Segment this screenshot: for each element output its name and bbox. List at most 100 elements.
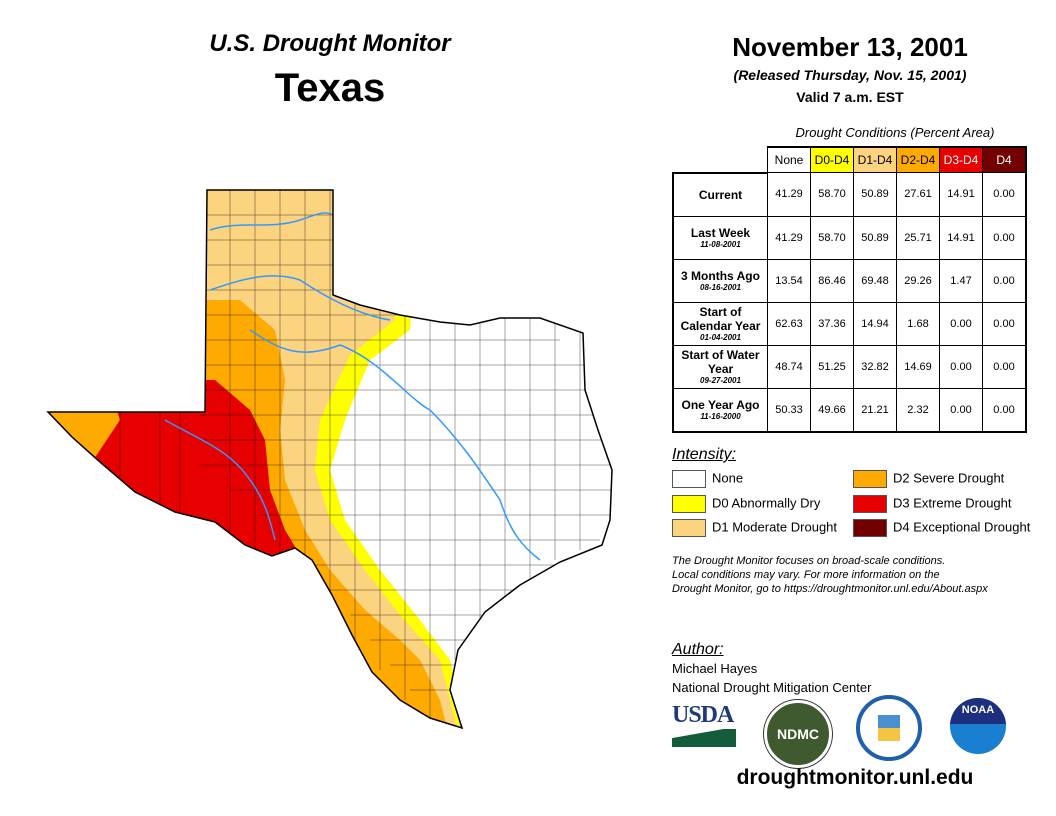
value-cell: 50.89 — [853, 215, 897, 260]
legend-swatch — [853, 495, 887, 513]
table-row: 3 Months Ago 08-16-2001 13.54 86.46 69.48 29.… — [672, 258, 1027, 303]
value-cell: 0.00 — [982, 215, 1027, 260]
legend-item: D3 Extreme Drought — [853, 495, 1012, 513]
value-cell: 0.00 — [982, 387, 1027, 433]
usda-logo-field — [672, 729, 736, 747]
region-title: Texas — [274, 66, 386, 110]
col-d3-d4: D3-D4 — [939, 146, 983, 173]
value-cell: 0.00 — [982, 344, 1027, 389]
row-label-text: Last Week — [690, 226, 751, 240]
legend-title: Intensity: — [672, 446, 737, 463]
legend-item: D2 Severe Drought — [853, 470, 1004, 488]
row-label-text: One Year Ago — [681, 398, 760, 412]
row-label-text: Start of Water Year — [681, 348, 760, 376]
row-label-text: 3 Months Ago — [681, 269, 760, 283]
value-cell: 58.70 — [810, 172, 854, 217]
legend-label: D2 Severe Drought — [893, 470, 1005, 486]
disclaimer-note: The Drought Monitor focuses on broad-sca… — [672, 554, 988, 596]
value-cell: 62.63 — [767, 301, 811, 346]
empty-header-cell — [673, 147, 768, 174]
legend-swatch — [672, 495, 706, 513]
value-cell: 14.69 — [896, 344, 940, 389]
value-cell: 2.32 — [896, 387, 940, 433]
row-label: 3 Months Ago 08-16-2001 — [672, 258, 768, 303]
row-date: 09-27-2001 — [700, 376, 741, 385]
legend-label: D3 Extreme Drought — [893, 495, 1012, 511]
release-date: (Released Thursday, Nov. 15, 2001) — [733, 67, 967, 83]
value-cell: 0.00 — [939, 344, 983, 389]
table-row: Start of Calendar Year 01-04-2001 62.63 37.… — [672, 301, 1027, 346]
table-row: Last Week 11-08-2001 41.29 58.70 50.89 25.71 1… — [672, 215, 1027, 260]
col-none: None — [767, 146, 811, 173]
value-cell: 58.70 — [810, 215, 854, 260]
table-row: Start of Water Year 09-27-2001 48.74 51.25 3… — [672, 344, 1027, 389]
table-caption: Drought Conditions (Percent Area) — [795, 125, 995, 140]
rivers — [164, 212, 541, 561]
table-row: One Year Ago 11-16-2000 50.33 49.66 21.21 2.3… — [672, 387, 1027, 433]
row-label-text: Start of Calendar Year — [680, 305, 761, 333]
author-title: Author: — [672, 641, 724, 658]
texas-drought-map — [47, 189, 613, 729]
legend-label: D4 Exceptional Drought — [893, 519, 1031, 535]
row-label: One Year Ago 11-16-2000 — [672, 387, 768, 433]
value-cell: 50.89 — [853, 172, 897, 217]
legend-item: D4 Exceptional Drought — [853, 519, 1030, 537]
value-cell: 0.00 — [982, 172, 1027, 217]
row-label-text: Current — [698, 187, 743, 202]
map-date: November 13, 2001 — [732, 32, 968, 62]
noaa-logo-text: NOAA — [950, 698, 1006, 724]
table-row: Current 41.29 58.70 50.89 27.61 14.91 0.00 — [672, 172, 1027, 217]
value-cell: 0.00 — [982, 301, 1027, 346]
row-label: Start of Water Year 09-27-2001 — [672, 344, 768, 389]
value-cell: 29.26 — [896, 258, 940, 303]
product-title: U.S. Drought Monitor — [209, 30, 451, 57]
table-header-row: None D0-D4 D1-D4 D2-D4 D3-D4 D4 — [673, 146, 1027, 174]
usda-logo-text: USDA — [672, 702, 734, 728]
row-date: 01-04-2001 — [700, 333, 741, 342]
row-date: 11-08-2001 — [700, 240, 741, 249]
value-cell: 49.66 — [810, 387, 854, 433]
value-cell: 0.00 — [939, 301, 983, 346]
legend-item: D0 Abnormally Dry — [672, 495, 820, 513]
value-cell: 50.33 — [767, 387, 811, 433]
legend-swatch — [672, 470, 706, 488]
note-line: Drought Monitor, go to https://droughtmo… — [672, 583, 988, 595]
row-label: Last Week 11-08-2001 — [672, 215, 768, 260]
author-org: National Drought Mitigation Center — [672, 680, 872, 695]
valid-time: Valid 7 a.m. EST — [796, 89, 904, 105]
row-date: 08-16-2001 — [700, 283, 741, 292]
legend-item: None — [672, 470, 743, 488]
county-lines — [119, 190, 612, 720]
value-cell: 14.91 — [939, 172, 983, 217]
website-link[interactable]: droughtmonitor.unl.edu — [736, 766, 974, 789]
value-cell: 51.25 — [810, 344, 854, 389]
col-d2-d4: D2-D4 — [896, 146, 940, 173]
value-cell: 0.00 — [939, 387, 983, 433]
value-cell: 13.54 — [767, 258, 811, 303]
legend-label: D0 Abnormally Dry — [712, 495, 821, 511]
note-line: Local conditions may vary. For more info… — [672, 569, 940, 581]
value-cell: 14.94 — [853, 301, 897, 346]
value-cell: 32.82 — [853, 344, 897, 389]
ndmc-logo: NDMC — [764, 700, 832, 768]
value-cell: 25.71 — [896, 215, 940, 260]
usda-logo: USDA — [672, 702, 736, 748]
author-block: Author: Michael Hayes National Drought M… — [672, 640, 871, 697]
commerce-seal-icon — [856, 695, 922, 761]
value-cell: 69.48 — [853, 258, 897, 303]
legend-swatch — [672, 519, 706, 537]
col-d4: D4 — [982, 146, 1027, 173]
value-cell: 86.46 — [810, 258, 854, 303]
noaa-logo: NOAA — [950, 698, 1006, 754]
row-label: Start of Calendar Year 01-04-2001 — [672, 301, 768, 346]
value-cell: 1.68 — [896, 301, 940, 346]
col-d0-d4: D0-D4 — [810, 146, 854, 173]
value-cell: 14.91 — [939, 215, 983, 260]
value-cell: 37.36 — [810, 301, 854, 346]
value-cell: 41.29 — [767, 172, 811, 217]
legend-label: None — [712, 470, 744, 486]
value-cell: 21.21 — [853, 387, 897, 433]
legend-swatch — [853, 470, 887, 488]
value-cell: 48.74 — [767, 344, 811, 389]
